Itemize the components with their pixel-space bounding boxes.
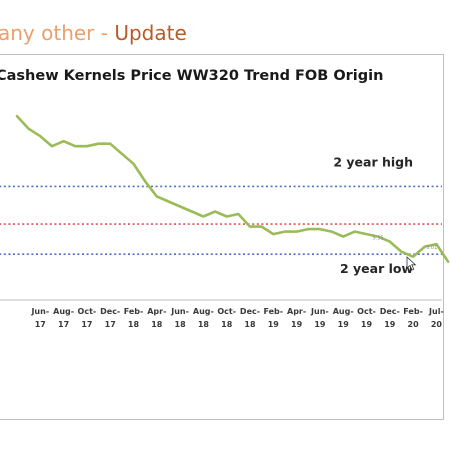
data-point	[63, 140, 65, 142]
x-tick-label: Jun-17	[30, 307, 49, 329]
price-series-line	[15, 114, 450, 264]
x-tick-label: Oct-19	[357, 307, 376, 329]
chart-frame	[0, 54, 444, 420]
data-point	[202, 215, 204, 218]
reference-label-2-year-low: 2 year low	[340, 261, 413, 276]
x-tick-label: Feb-18	[124, 307, 144, 329]
data-point	[400, 251, 402, 253]
data-point	[435, 243, 437, 245]
data-point	[307, 228, 309, 230]
x-tick-label: Aug-19	[333, 307, 354, 329]
x-tick-labels: Jun-17Aug-17Oct-17Dec-17Feb-18Apr-18Jun-…	[30, 307, 444, 329]
x-tick-label: Apr-18	[147, 307, 166, 329]
data-point	[167, 200, 170, 203]
x-tick-label: Apr-19	[287, 307, 306, 329]
slide-title: any other - Update	[0, 20, 187, 46]
data-point	[226, 215, 228, 218]
data-point	[16, 115, 18, 117]
series-layer	[15, 114, 450, 264]
data-point	[74, 145, 76, 147]
data-point	[28, 128, 30, 130]
data-point	[272, 233, 274, 235]
data-point	[365, 233, 368, 235]
x-tick-label: Aug-18	[193, 307, 214, 329]
data-point	[156, 195, 158, 197]
chart-title: Cashew Kernels Price WW320 Trend FOB Ori…	[0, 68, 383, 84]
data-label: 5.55	[373, 236, 384, 242]
x-tick-label: Jul-20	[428, 307, 444, 329]
data-point	[39, 135, 41, 137]
data-point	[377, 236, 379, 238]
data-point	[261, 226, 263, 228]
data-point	[296, 231, 298, 233]
x-tick-label: Dec-19	[380, 307, 400, 329]
data-point	[214, 210, 216, 213]
data-point	[319, 228, 321, 230]
x-tick-label: Dec-18	[240, 307, 260, 329]
slide-title-accent: Update	[114, 21, 187, 45]
data-point	[354, 231, 356, 233]
data-point	[191, 210, 193, 213]
x-tick-label: Feb-20	[403, 307, 423, 329]
data-point	[86, 145, 88, 147]
data-point	[237, 213, 239, 215]
reference-lines: 2 year high 2 year low	[0, 154, 442, 276]
data-point	[144, 180, 146, 182]
x-tick-label: Aug-17	[53, 307, 74, 329]
data-point	[389, 241, 391, 243]
data-point	[412, 256, 414, 258]
data-point	[249, 226, 251, 228]
slide-title-separator: -	[94, 21, 115, 45]
data-point	[342, 236, 344, 238]
data-point	[284, 231, 286, 233]
annotations: 5.55 5.01	[373, 236, 438, 252]
x-tick-label: Dec-17	[100, 307, 120, 329]
data-point	[51, 145, 53, 147]
x-tick-label: Jun-18	[170, 307, 189, 329]
data-point	[121, 153, 123, 155]
data-point	[179, 205, 181, 208]
x-tick-label: Oct-17	[78, 307, 97, 329]
data-point	[97, 143, 100, 145]
data-point	[447, 261, 449, 263]
slide-title-main: any other	[0, 21, 95, 45]
x-tick-label: Oct-18	[217, 307, 236, 329]
data-point	[109, 143, 111, 145]
mouse-cursor-icon	[406, 256, 417, 271]
data-label: 5.01	[426, 245, 437, 251]
data-point	[132, 163, 135, 165]
data-point	[331, 231, 333, 233]
x-tick-label: Feb-19	[263, 307, 283, 329]
reference-label-2-year-high: 2 year high	[333, 154, 413, 169]
data-point	[424, 246, 426, 248]
x-tick-label: Jun-19	[310, 307, 329, 329]
